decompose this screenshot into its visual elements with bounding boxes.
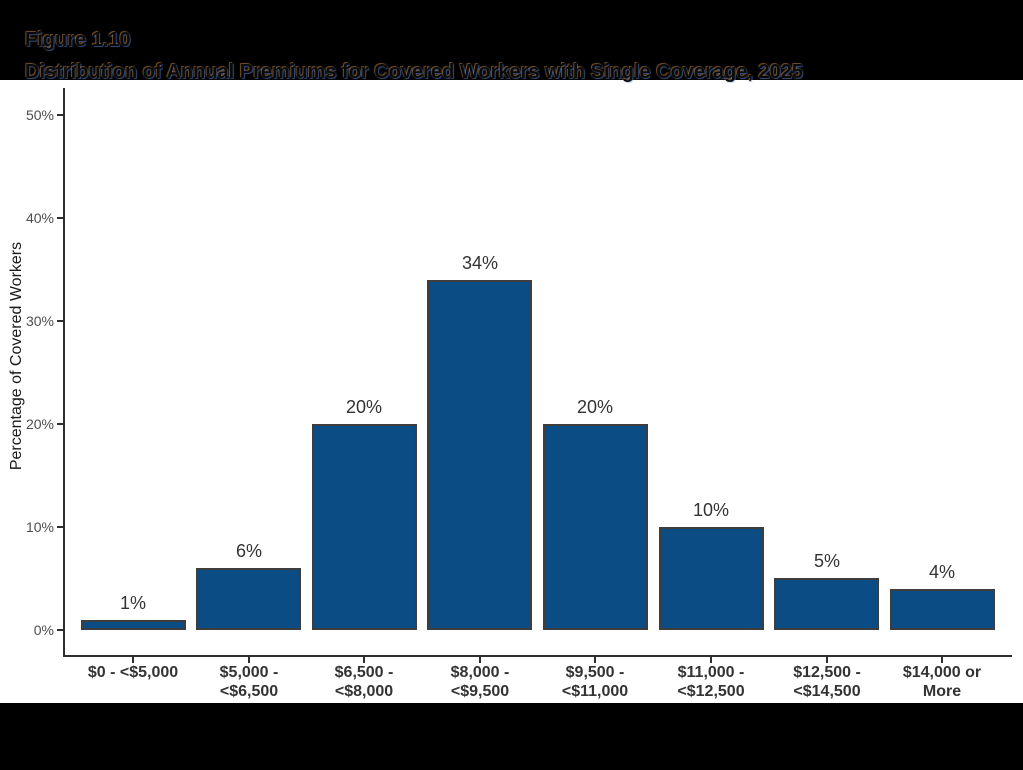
- bar: [774, 578, 879, 630]
- x-axis-tick-label: $11,000 - <$12,500: [677, 664, 745, 700]
- y-axis-line: [63, 88, 65, 657]
- x-axis-tick-label: $8,000 - <$9,500: [450, 664, 510, 700]
- y-axis-tick: [57, 526, 63, 528]
- figure-header: Figure 1.10 Distribution of Annual Premi…: [0, 0, 1023, 83]
- bar: [312, 424, 417, 630]
- y-axis-title: Percentage of Covered Workers: [8, 241, 25, 471]
- bar: [81, 620, 186, 630]
- bar-value-label: 1%: [119, 593, 146, 613]
- bar-value-label: 5%: [813, 551, 840, 571]
- bar: [196, 568, 301, 630]
- figure-title: Distribution of Annual Premiums for Cove…: [25, 61, 803, 83]
- x-axis-tick: [594, 657, 596, 663]
- y-axis-tick: [57, 629, 63, 631]
- x-axis-tick-label: $0 - <$5,000: [87, 664, 179, 681]
- y-axis-tick-label: 0%: [33, 622, 54, 638]
- y-axis-tick-label: 40%: [25, 210, 54, 226]
- y-axis-tick-label: 20%: [25, 416, 54, 432]
- x-axis-tick-label: $6,500 - <$8,000: [334, 664, 394, 700]
- bar: [659, 527, 764, 630]
- x-axis-tick-label: $12,500 - <$14,500: [793, 664, 861, 700]
- y-axis-tick: [57, 423, 63, 425]
- figure-number: Figure 1.10: [25, 29, 131, 51]
- x-axis-line: [63, 655, 1012, 657]
- bar: [427, 280, 532, 630]
- y-axis-tick-label: 10%: [25, 519, 54, 535]
- y-axis-tick: [57, 320, 63, 322]
- y-axis-tick: [57, 114, 63, 116]
- x-axis-tick: [363, 657, 365, 663]
- x-axis-tick: [248, 657, 250, 663]
- x-axis-tick: [479, 657, 481, 663]
- bar: [543, 424, 648, 630]
- y-axis-tick: [57, 217, 63, 219]
- bar-value-label: 34%: [461, 253, 499, 273]
- x-axis-tick: [132, 657, 134, 663]
- bar-value-label: 10%: [692, 500, 730, 520]
- bar-value-label: 6%: [235, 541, 262, 561]
- x-axis-tick-label: $14,000 or More: [902, 664, 982, 700]
- y-axis-tick-label: 50%: [25, 107, 54, 123]
- x-axis-tick: [941, 657, 943, 663]
- x-axis-tick: [826, 657, 828, 663]
- figure-footer: SOURCE: KFF Employer Health Benefits Sur…: [0, 703, 1023, 770]
- bar-value-label: 20%: [345, 397, 383, 417]
- bar: [890, 589, 995, 630]
- x-axis-tick-label: $5,000 - <$6,500: [219, 664, 279, 700]
- bar-value-label: 20%: [576, 397, 614, 417]
- x-axis-tick: [710, 657, 712, 663]
- bar-value-label: 4%: [928, 562, 955, 582]
- y-axis-tick-label: 30%: [25, 313, 54, 329]
- x-axis-tick-label: $9,500 - <$11,000: [561, 664, 629, 700]
